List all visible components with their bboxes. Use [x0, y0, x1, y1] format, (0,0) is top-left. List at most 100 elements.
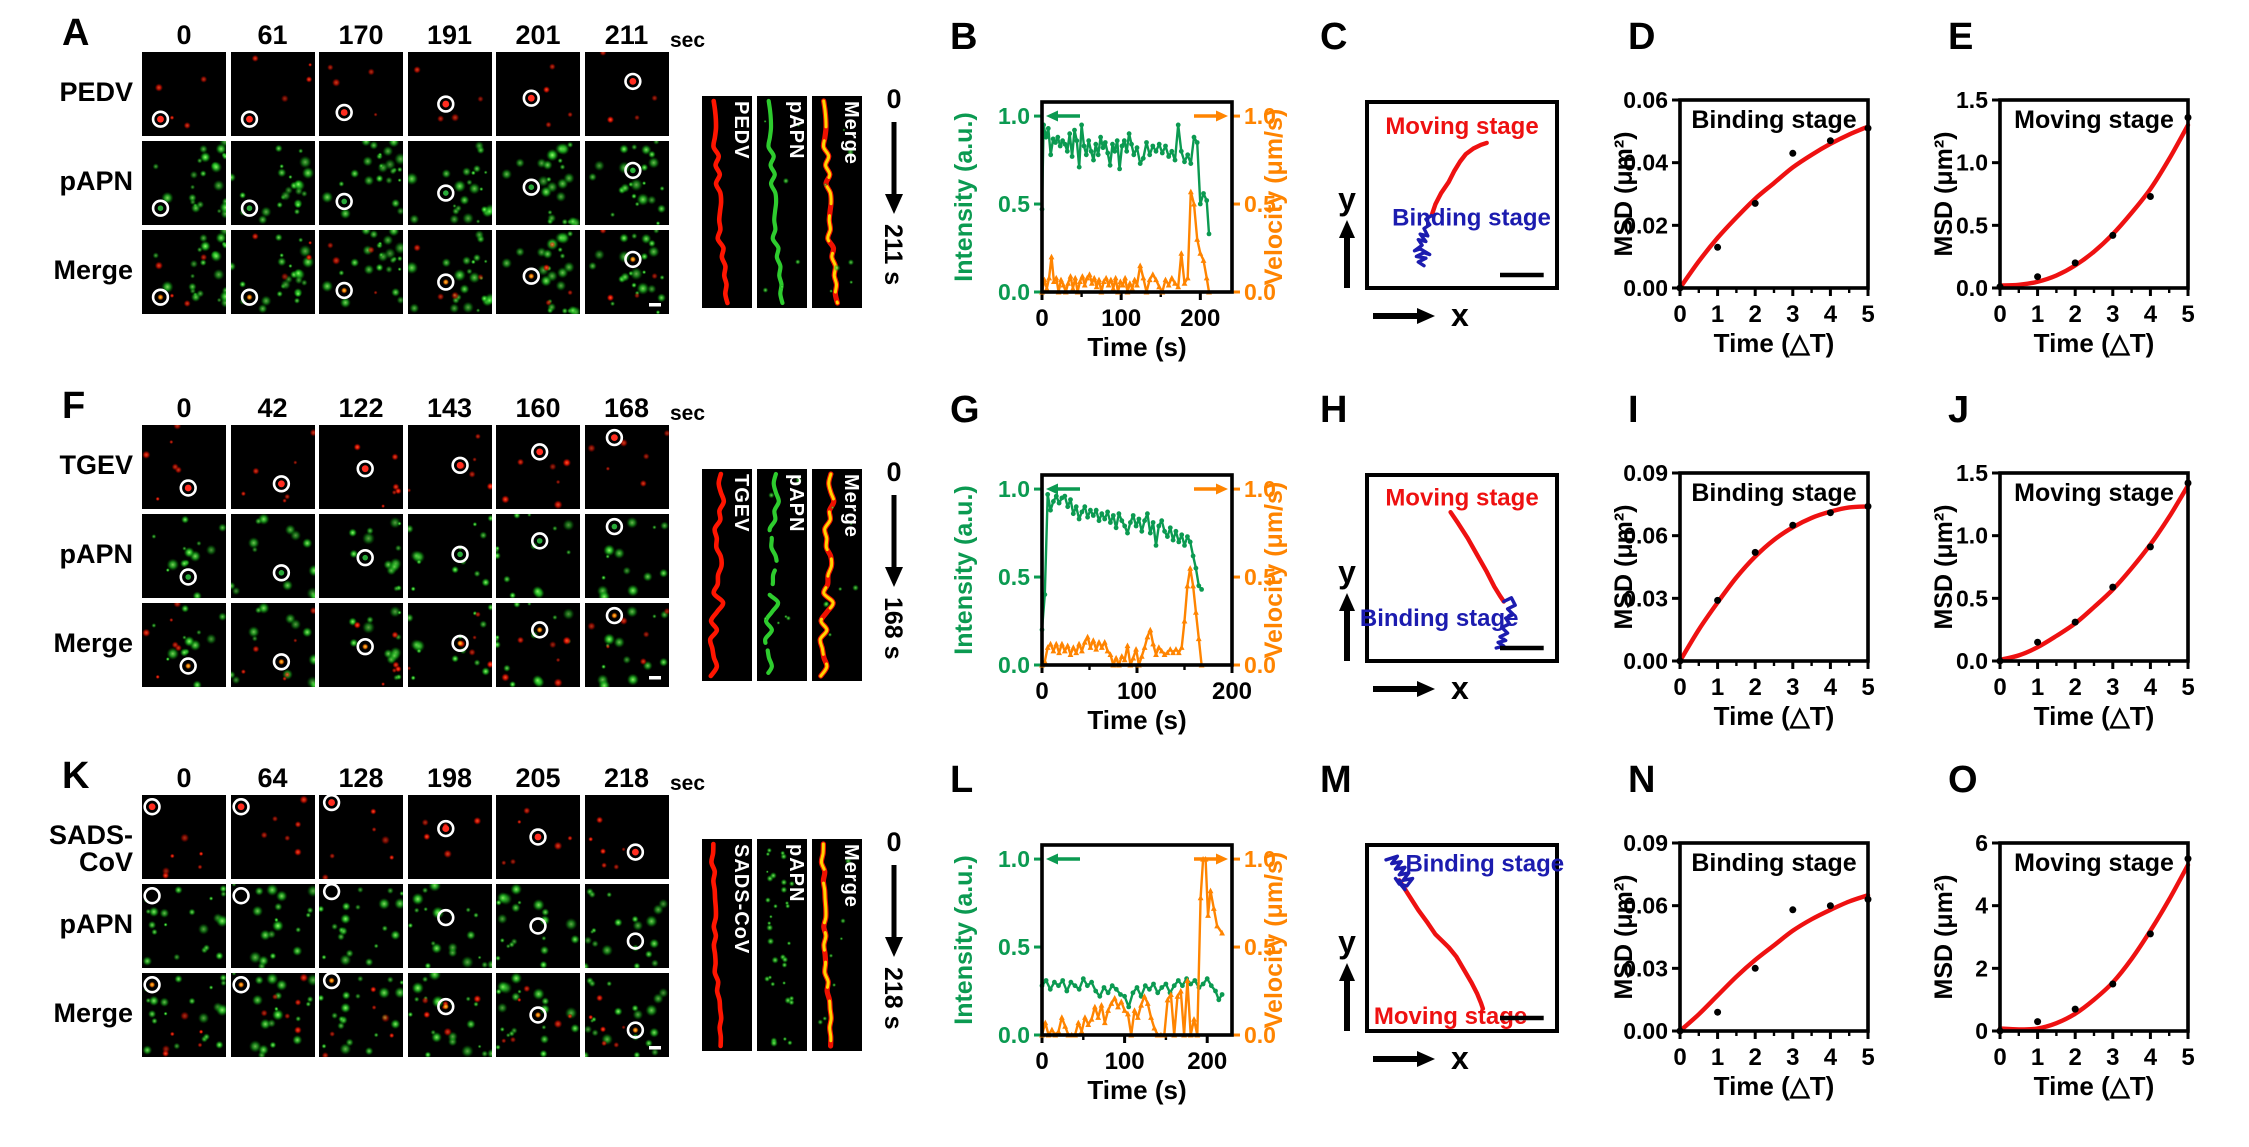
y-tick-label: 0.04 — [1623, 150, 1668, 176]
green-speckle — [540, 186, 552, 198]
y-tick-label: 0.0 — [1956, 275, 1988, 301]
red-particle — [298, 973, 308, 983]
red-particle — [161, 866, 171, 876]
green-speckle — [780, 878, 788, 886]
velocity-point — [1121, 656, 1128, 663]
green-speckle — [306, 973, 315, 987]
velocity-point — [1141, 644, 1148, 650]
kymo-time-end: 211 s — [879, 224, 907, 286]
green-speckle — [847, 148, 854, 156]
green-speckle — [555, 280, 567, 292]
green-speckle — [655, 310, 660, 314]
green-speckle — [340, 1002, 351, 1014]
green-speckle — [483, 170, 488, 175]
arrow-head — [885, 937, 903, 957]
green-speckle — [459, 284, 469, 295]
intensity-point — [1185, 152, 1191, 158]
green-speckle — [389, 256, 397, 264]
red-particle — [251, 232, 259, 240]
velocity-point — [1056, 649, 1062, 656]
intensity-point — [1076, 164, 1082, 170]
velocity-point — [1193, 609, 1199, 615]
red-particle — [283, 1013, 290, 1020]
green-speckle — [785, 903, 791, 909]
virus-trace — [707, 471, 727, 679]
green-speckle — [630, 143, 637, 151]
velocity-point — [1150, 640, 1157, 647]
green-speckle — [199, 233, 208, 243]
green-speckle — [613, 918, 623, 927]
kymo-strip-label: pAPN — [785, 101, 807, 160]
intensity-point — [1088, 507, 1093, 513]
channel-label-Merge: Merge — [53, 998, 133, 1028]
intensity-point — [1188, 161, 1194, 167]
green-speckle — [390, 1019, 401, 1030]
green-speckle — [394, 152, 403, 166]
intensity-point — [1062, 493, 1068, 499]
micrograph-image — [496, 52, 580, 136]
green-speckle — [276, 257, 286, 267]
micrograph-image — [319, 603, 403, 687]
green-speckle — [394, 897, 403, 910]
frame-background — [142, 514, 226, 598]
green-speckle — [306, 995, 313, 1003]
green-speckle — [605, 891, 612, 898]
green-speckle — [486, 514, 492, 522]
green-speckle — [394, 241, 403, 255]
velocity-point — [1046, 274, 1053, 281]
x-axis-label: Time (△T) — [2034, 328, 2155, 358]
intensity-point — [1169, 148, 1175, 154]
green-speckle — [461, 167, 471, 177]
green-speckle — [619, 183, 630, 193]
x-tick-label: 2 — [1749, 301, 1762, 328]
green-speckle — [563, 172, 575, 184]
intensity-point — [1192, 978, 1198, 983]
green-speckle — [532, 987, 545, 1001]
intensity-point — [1073, 504, 1079, 510]
green-speckle — [626, 673, 639, 686]
x-tick-label: 5 — [1861, 1044, 1874, 1071]
red-particle — [517, 997, 522, 1003]
red-particle — [321, 873, 329, 879]
tracked-receptor-dot — [341, 198, 347, 205]
velocity-point — [1161, 651, 1168, 657]
green-speckle — [287, 174, 293, 180]
green-speckle — [151, 1017, 158, 1025]
intensity-point — [1196, 583, 1202, 589]
green-speckle — [391, 198, 401, 208]
velocity-point — [1101, 639, 1108, 645]
right-tick-label: 1.0 — [1244, 846, 1276, 872]
tracked-merge-dot — [629, 256, 636, 263]
tracked-virus-dot — [184, 484, 192, 492]
green-speckle — [474, 230, 484, 240]
left-tick-label: 0.0 — [998, 1022, 1030, 1048]
kymo-time-arrow — [874, 493, 914, 589]
green-speckle — [840, 918, 846, 924]
green-speckle — [349, 549, 359, 559]
green-speckle — [541, 997, 550, 1006]
micrograph-frame — [496, 425, 580, 509]
velocity-point — [1070, 644, 1077, 650]
micrograph-frame — [584, 884, 669, 968]
tracking-circle-marker — [231, 798, 250, 816]
plot-frame — [1365, 100, 1559, 290]
green-speckle — [297, 148, 303, 154]
intensity-point — [1048, 152, 1054, 158]
frame-time-unit: sec — [670, 772, 706, 795]
red-particle — [294, 999, 301, 1006]
strip-background — [757, 469, 807, 681]
red-particle — [587, 836, 593, 842]
intensity-point — [1187, 539, 1193, 545]
intensity-point — [1107, 162, 1113, 168]
green-speckle — [486, 959, 492, 968]
green-speckle — [199, 170, 207, 178]
y-tick-label: 0.00 — [1623, 275, 1668, 301]
green-speckle — [647, 245, 660, 258]
green-speckle — [629, 267, 643, 281]
green-speckle — [555, 191, 567, 203]
green-speckle — [215, 914, 226, 928]
tracking-circle-marker — [623, 72, 642, 91]
green-speckle — [166, 647, 180, 660]
red-particle — [389, 854, 395, 861]
green-speckle — [650, 959, 659, 968]
